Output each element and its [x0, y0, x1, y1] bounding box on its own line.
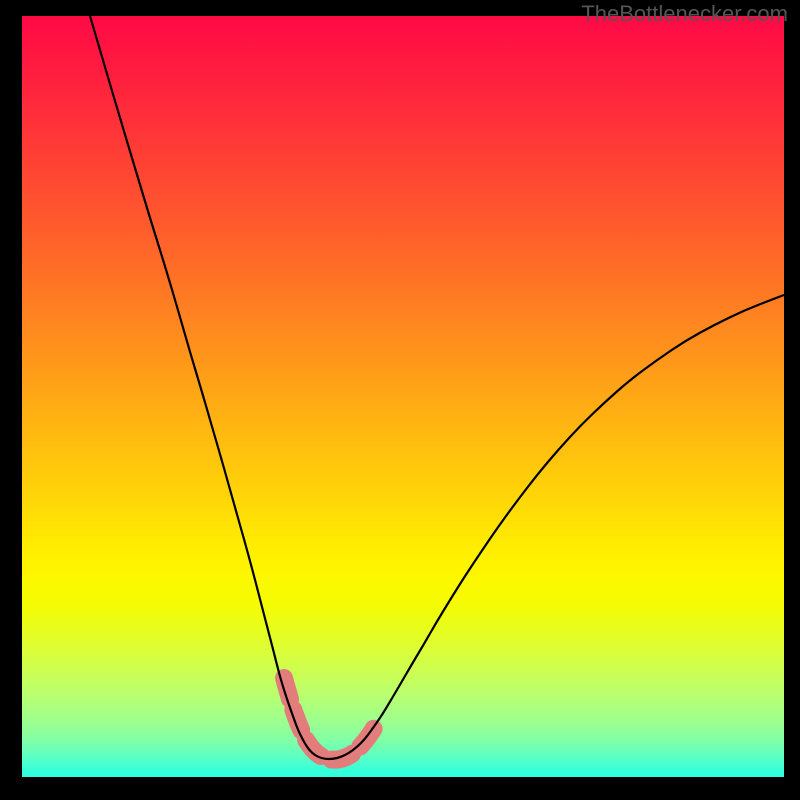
watermark-label: TheBottlenecker.com [581, 1, 788, 26]
chart-canvas: TheBottlenecker.com [0, 0, 800, 800]
background-gradient [22, 16, 784, 777]
